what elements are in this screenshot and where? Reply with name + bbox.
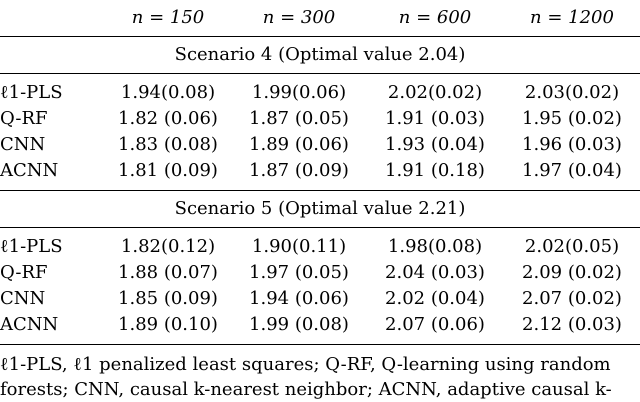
caption-line: ℓ1-PLS, ℓ1 penalized least squares; Q-RF… [0,354,611,375]
cell-value: 1.83 (0.08) [118,134,218,155]
cell-value: 2.04 (0.03) [385,262,485,283]
cell-value: 1.96 (0.03) [522,134,622,155]
scenario-title: Scenario 5 (Optimal value 2.21) [0,190,640,228]
table-row: ACNN 1.81 (0.09) 1.87 (0.09) 1.91 (0.18)… [0,158,640,191]
method-label: CNN [0,288,46,309]
table-row: ℓ1-PLS 1.82(0.12) 1.90(0.11) 1.98(0.08) … [0,228,640,261]
table-row: Q-RF 1.88 (0.07) 1.97 (0.05) 2.04 (0.03)… [0,260,640,286]
cell-value: 1.89 (0.06) [249,134,349,155]
cell-value: 1.89 (0.10) [104,312,232,345]
cell-value: 2.02(0.05) [524,236,620,257]
results-table: n = 150 n = 300 n = 600 n = 1200 Scenari… [0,0,640,345]
cell-value: 2.07 (0.02) [522,288,622,309]
col-header: n = 150 [104,0,232,37]
cell-value: 2.09 (0.02) [522,262,622,283]
table-row: CNN 1.83 (0.08) 1.89 (0.06) 1.93 (0.04) … [0,132,640,158]
method-label: Q-RF [0,262,48,283]
table-row: CNN 1.85 (0.09) 1.94 (0.06) 2.02 (0.04) … [0,286,640,312]
table-row: ACNN 1.89 (0.10) 1.99 (0.08) 2.07 (0.06)… [0,312,640,345]
cell-value: 1.81 (0.09) [118,160,218,181]
method-label: ℓ1-PLS [0,236,63,257]
cell-value: 2.07 (0.06) [366,312,504,345]
scenario-title: Scenario 4 (Optimal value 2.04) [0,36,640,74]
table-row: Q-RF 1.82 (0.06) 1.87 (0.05) 1.91 (0.03)… [0,106,640,132]
cell-value: 1.97 (0.04) [522,160,622,181]
col-header: n = 1200 [504,0,640,37]
scenario-4-title-row: Scenario 4 (Optimal value 2.04) [0,36,640,74]
col-header: n = 600 [366,0,504,37]
header-empty [0,0,104,37]
cell-value: 1.91 (0.18) [385,160,485,181]
cell-value: 1.97 (0.05) [249,262,349,283]
cell-value: 1.98(0.08) [387,236,483,257]
cell-value: 2.12 (0.03) [504,312,640,345]
method-label: CNN [0,134,46,155]
cell-value: 2.02(0.02) [387,82,483,103]
cell-value: 1.87 (0.09) [249,160,349,181]
cell-value: 1.88 (0.07) [118,262,218,283]
cell-value: 1.93 (0.04) [385,134,485,155]
cell-value: 1.95 (0.02) [522,108,622,129]
cell-value: 1.94 (0.06) [249,288,349,309]
method-label: ACNN [0,312,104,345]
table-row: ℓ1-PLS 1.94(0.08) 1.99(0.06) 2.02(0.02) … [0,74,640,107]
cell-value: 1.99 (0.08) [232,312,366,345]
col-header: n = 300 [232,0,366,37]
cell-value: 2.02 (0.04) [385,288,485,309]
scenario-5-title-row: Scenario 5 (Optimal value 2.21) [0,190,640,228]
cell-value: 1.85 (0.09) [118,288,218,309]
caption-line: forests; CNN, causal k-nearest neighbor;… [0,379,612,400]
cell-value: 1.91 (0.03) [385,108,485,129]
table-caption: ℓ1-PLS, ℓ1 penalized least squares; Q-RF… [0,352,640,402]
cell-value: 2.03(0.02) [524,82,620,103]
cell-value: 1.82 (0.06) [118,108,218,129]
header-row: n = 150 n = 300 n = 600 n = 1200 [0,0,640,37]
method-label: ACNN [0,160,59,181]
cell-value: 1.99(0.06) [251,82,347,103]
cell-value: 1.82(0.12) [120,236,216,257]
method-label: ℓ1-PLS [0,82,63,103]
cell-value: 1.90(0.11) [251,236,347,257]
cell-value: 1.87 (0.05) [249,108,349,129]
method-label: Q-RF [0,108,48,129]
cell-value: 1.94(0.08) [120,82,216,103]
